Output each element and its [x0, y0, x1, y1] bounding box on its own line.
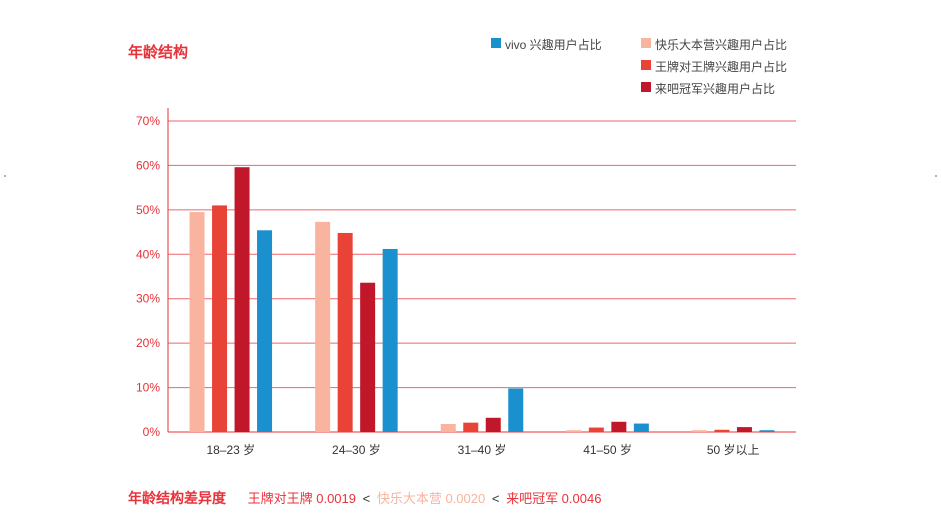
- difference-happy: 快乐大本营 0.0020: [376, 491, 486, 506]
- bar: [257, 230, 273, 432]
- bar: [463, 422, 479, 432]
- bar: [234, 167, 250, 432]
- x-tick-label: 50 岁以上: [707, 442, 760, 457]
- bar: [588, 427, 604, 432]
- x-tick-label: 18–23 岁: [206, 442, 255, 457]
- bar: [691, 430, 707, 432]
- bar: [382, 248, 398, 432]
- legend-swatch-ace: [641, 60, 651, 70]
- bar: [736, 427, 752, 432]
- legend-swatch-champion: [641, 82, 651, 92]
- x-tick-label: 31–40 岁: [458, 442, 507, 457]
- difference-champion: 来吧冠军 0.0046: [506, 491, 602, 506]
- bar: [360, 282, 376, 432]
- y-tick-label: 70%: [136, 114, 160, 128]
- y-tick-label: 40%: [136, 247, 160, 261]
- bar: [337, 232, 353, 432]
- y-tick-label: 10%: [136, 381, 160, 395]
- edge-marker-right: [935, 175, 937, 177]
- y-tick-label: 60%: [136, 158, 160, 172]
- legend-label-champion: 来吧冠军兴趣用户占比: [655, 82, 776, 96]
- bar: [189, 212, 205, 432]
- bar: [440, 424, 456, 432]
- difference-title: 年龄结构差异度: [128, 490, 226, 506]
- bar: [508, 388, 524, 432]
- bar-chart: 0% 10% 20% 30% 40% 50% 60% 70% 18–23 岁 24–30 岁 31–…: [136, 108, 796, 457]
- bar: [315, 221, 331, 432]
- legend-label-ace: 王牌对王牌兴趣用户占比: [655, 60, 788, 74]
- difference-summary: 年龄结构差异度 王牌对王牌 0.0019 < 快乐大本营 0.0020 < 来吧…: [128, 488, 601, 508]
- legend-label-happy: 快乐大本营兴趣用户占比: [655, 38, 788, 52]
- bar: [212, 205, 228, 432]
- legend-swatch-happy: [641, 38, 651, 48]
- difference-ace: 王牌对王牌 0.0019: [247, 491, 356, 506]
- bar: [759, 430, 775, 432]
- chart-title: 年龄结构: [128, 44, 189, 61]
- difference-separator: <: [491, 491, 500, 506]
- difference-separator: <: [362, 491, 371, 506]
- edge-marker-left: [4, 175, 6, 177]
- bar: [633, 423, 649, 432]
- bar: [485, 417, 501, 432]
- y-tick-label: 30%: [136, 292, 160, 306]
- legend-label-vivo: vivo 兴趣用户占比: [505, 38, 602, 52]
- x-tick-label: 24–30 岁: [332, 442, 381, 457]
- y-tick-label: 0%: [143, 425, 161, 439]
- y-tick-label: 20%: [136, 336, 160, 350]
- y-tick-label: 50%: [136, 203, 160, 217]
- bar: [611, 421, 627, 432]
- x-tick-label: 41–50 岁: [583, 442, 632, 457]
- bar: [714, 429, 730, 432]
- legend-swatch-vivo: [491, 38, 501, 48]
- bar: [566, 430, 582, 432]
